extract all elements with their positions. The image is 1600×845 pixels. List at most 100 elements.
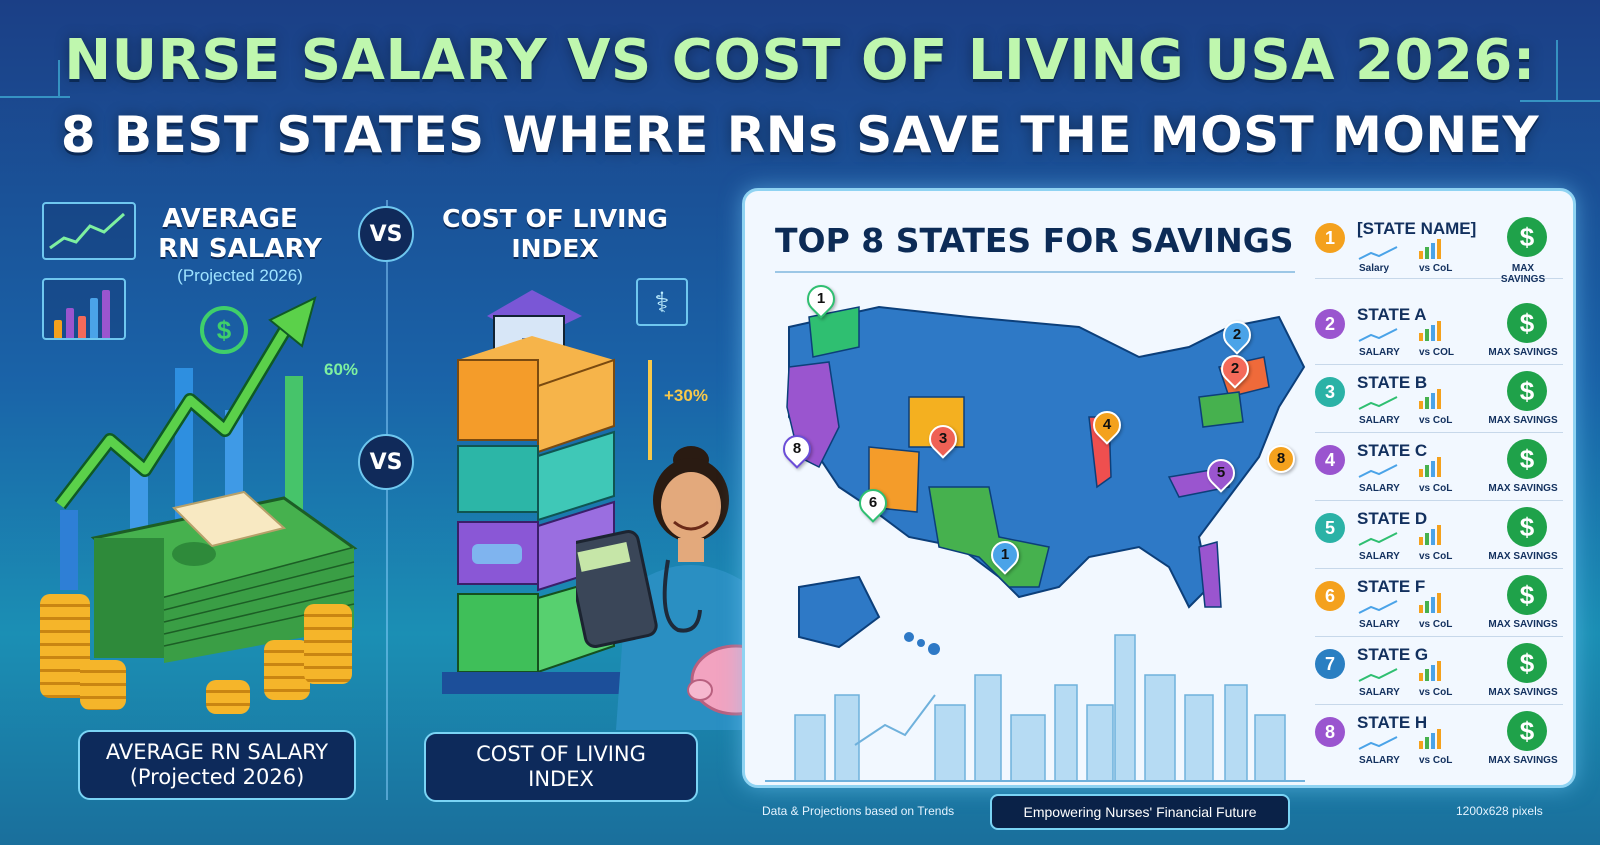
dollar-icon: $ (1507, 507, 1547, 547)
dollar-icon: $ (1507, 643, 1547, 683)
circuit-line-right-2 (1556, 40, 1558, 100)
bar-chart-icon (42, 278, 126, 340)
state-name: STATE H (1357, 713, 1428, 732)
state-name: [STATE NAME] (1357, 219, 1477, 238)
salary-label: SALARY (1359, 755, 1400, 766)
col-heading-line-1: COST OF LIVING (442, 204, 668, 233)
dollar-icon: $ (1507, 371, 1547, 411)
rank-badge: 1 (1315, 223, 1345, 253)
salary-label-box: AVERAGE RN SALARY (Projected 2026) (78, 730, 356, 800)
col-bars-icon (1419, 593, 1447, 613)
col-bars-icon (1419, 661, 1447, 681)
max-savings-label: MAX SAVINGS (1488, 347, 1558, 358)
max-savings-label: MAX SAVINGS (1500, 263, 1546, 285)
max-savings-label: MAX SAVINGS (1488, 483, 1558, 494)
max-savings-label: MAX SAVINGS (1488, 415, 1558, 426)
salary-label: SALARY (1359, 483, 1400, 494)
salary-heading-line-1: AVERAGE (162, 204, 298, 234)
state-row-5: 5 STATE D SALARY vs CoL $ MAX SAVINGS (1315, 503, 1563, 569)
up-arrow-icon (648, 360, 652, 460)
max-savings-label: MAX SAVINGS (1488, 619, 1558, 630)
col-label: vs CoL (1419, 551, 1453, 562)
dollar-icon: $ (1507, 217, 1547, 257)
rank-badge: 3 (1315, 377, 1345, 407)
headline-line-2: 8 BEST STATES WHERE RNs SAVE THE MOST MO… (60, 106, 1540, 164)
col-label-line-1: COST OF LIVING (476, 741, 646, 766)
rank-badge: 8 (1315, 717, 1345, 747)
circuit-line-left (0, 96, 70, 98)
state-row-6: 6 STATE F SALARY vs CoL $ MAX SAVINGS (1315, 571, 1563, 637)
medical-symbol-icon: ⚕ (636, 278, 688, 326)
circuit-line-right (1520, 100, 1600, 102)
salary-trend-icon (1358, 246, 1398, 260)
salary-label-line-2: (Projected 2026) (129, 765, 305, 789)
panel-title: TOP 8 STATES FOR SAVINGS (775, 221, 1294, 260)
rank-badge: 6 (1315, 581, 1345, 611)
salary-trend-icon (1358, 668, 1398, 682)
column-divider (386, 200, 388, 800)
top-states-panel: TOP 8 STATES FOR SAVINGS 1 2 2 3 4 5 8 8… (742, 188, 1576, 788)
col-bars-icon (1419, 729, 1447, 749)
salary-trend-icon (1358, 396, 1398, 410)
salary-trend-icon (1358, 736, 1398, 750)
salary-trend-icon (1358, 464, 1398, 478)
col-label: vs CoL (1419, 619, 1453, 630)
col-growth-percent: +30% (664, 386, 708, 405)
dollar-icon: $ (1507, 439, 1547, 479)
dollar-icon: $ (1507, 711, 1547, 751)
max-savings-label: MAX SAVINGS (1488, 551, 1558, 562)
state-row-1: 1 [STATE NAME] Salary vs CoL $ MAX SAVIN… (1315, 213, 1563, 285)
footer-tagline: Empowering Nurses' Financial Future (990, 794, 1290, 830)
col-label: vs CoL (1419, 687, 1453, 698)
state-name: STATE B (1357, 373, 1428, 392)
col-bars-icon (1419, 321, 1447, 341)
salary-growth-percent: 60% (324, 360, 359, 379)
max-savings-label: MAX SAVINGS (1488, 687, 1558, 698)
state-row-4: 4 STATE C SALARY vs CoL $ MAX SAVINGS (1315, 435, 1563, 501)
rank-badge: 2 (1315, 309, 1345, 339)
state-name: STATE G (1357, 645, 1429, 664)
title-underline (775, 271, 1295, 273)
footer-dimensions-note: 1200x628 pixels (1456, 804, 1543, 818)
col-label-box: COST OF LIVING INDEX (424, 732, 698, 802)
salary-label-line-1: AVERAGE RN SALARY (105, 739, 329, 764)
salary-label: SALARY (1359, 347, 1400, 358)
rank-badge: 7 (1315, 649, 1345, 679)
col-label: vs CoL (1419, 483, 1453, 494)
state-row-7: 7 STATE G SALARY vs CoL $ MAX SAVINGS (1315, 639, 1563, 705)
col-label: vs CoL (1419, 755, 1453, 766)
salary-label: Salary (1359, 263, 1390, 274)
usa-map (786, 305, 1306, 655)
state-row-8: 8 STATE H SALARY vs CoL $ MAX SAVINGS (1315, 707, 1563, 773)
col-bars-icon (1419, 239, 1447, 259)
dollar-circle-icon: $ (200, 306, 248, 354)
line-chart-icon (42, 202, 136, 260)
salary-label: SALARY (1359, 415, 1400, 426)
rank-badge: 4 (1315, 445, 1345, 475)
col-bars-icon (1419, 389, 1447, 409)
headline-line-1: NURSE SALARY VS COST OF LIVING USA 2026: (64, 28, 1536, 93)
dollar-icon: $ (1507, 575, 1547, 615)
vs-badge-middle: VS (358, 434, 414, 490)
max-savings-label: MAX SAVINGS (1488, 755, 1558, 766)
salary-subheading: (Projected 2026) (177, 266, 303, 285)
col-heading-line-2: INDEX (511, 234, 599, 263)
salary-heading-line-2: RN SALARY (158, 234, 322, 264)
rank-badge: 5 (1315, 513, 1345, 543)
state-name: STATE D (1357, 509, 1428, 528)
salary-label: SALARY (1359, 551, 1400, 562)
col-bars-icon (1419, 525, 1447, 545)
circuit-line-left-2 (58, 60, 60, 96)
state-row-3: 3 STATE B SALARY vs CoL $ MAX SAVINGS (1315, 367, 1563, 433)
state-name: STATE A (1357, 305, 1427, 324)
salary-trend-icon (1358, 600, 1398, 614)
col-label-line-2: INDEX (528, 767, 594, 791)
salary-label: SALARY (1359, 619, 1400, 630)
dollar-icon: $ (1507, 303, 1547, 343)
vs-badge-top: VS (358, 206, 414, 262)
col-label: vs CoL (1419, 263, 1453, 274)
cost-tower-illustration (442, 290, 622, 694)
city-skyline (765, 634, 1305, 782)
state-name: STATE F (1357, 577, 1426, 596)
state-name: STATE C (1357, 441, 1428, 460)
